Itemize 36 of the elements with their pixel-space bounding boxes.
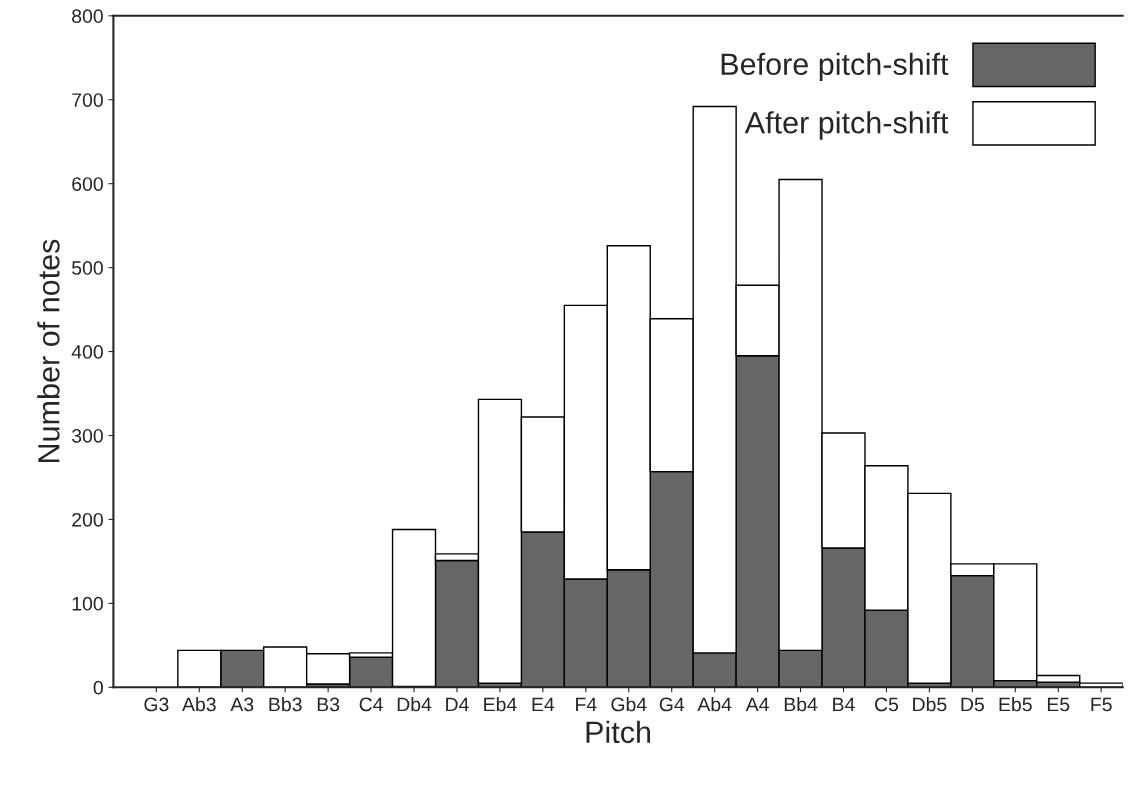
y-tick-label: 400 bbox=[71, 345, 103, 359]
x-axis-title: Pitch bbox=[586, 720, 651, 744]
x-tick-label: Eb4 bbox=[484, 697, 517, 712]
legend-label: Before pitch-shift bbox=[721, 52, 949, 82]
y-tick-label: 0 bbox=[93, 680, 103, 695]
x-tick-label: Bb4 bbox=[784, 697, 818, 712]
y-tick-label: 100 bbox=[72, 596, 103, 611]
x-tick-label: G3 bbox=[144, 697, 169, 712]
x-tick-label: Db5 bbox=[913, 697, 947, 712]
y-tick-label: 200 bbox=[72, 512, 103, 527]
x-tick-label: Db4 bbox=[397, 697, 432, 712]
x-tick-label: F4 bbox=[576, 697, 597, 712]
y-tick-label: 700 bbox=[72, 93, 103, 107]
x-tick-label: E5 bbox=[1047, 697, 1070, 712]
y-tick-label: 800 bbox=[72, 9, 103, 24]
x-tick-label: D4 bbox=[446, 697, 469, 712]
x-tick-label: B4 bbox=[833, 697, 855, 712]
legend-label: After pitch-shift bbox=[744, 111, 949, 140]
x-tick-label: A4 bbox=[745, 697, 769, 712]
x-tick-label: Ab3 bbox=[182, 697, 216, 712]
x-tick-label: G4 bbox=[659, 697, 685, 712]
y-tick-label: 500 bbox=[72, 261, 103, 275]
x-tick-label: C4 bbox=[359, 697, 383, 712]
x-tick-label: D5 bbox=[961, 697, 984, 712]
x-tick-label: Bb3 bbox=[269, 697, 302, 712]
x-tick-label: C5 bbox=[875, 697, 899, 712]
x-tick-label: Eb5 bbox=[999, 697, 1032, 712]
y-axis-title: Number of notes bbox=[37, 239, 60, 462]
x-tick-label: E4 bbox=[532, 697, 555, 712]
y-tick-label: 600 bbox=[72, 177, 103, 191]
x-tick-label: B3 bbox=[317, 697, 340, 712]
x-tick-label: Ab4 bbox=[697, 697, 732, 712]
x-tick-label: A3 bbox=[230, 697, 254, 712]
x-tick-label: Gb4 bbox=[611, 697, 647, 712]
y-tick-label: 300 bbox=[71, 428, 103, 443]
x-tick-label: F5 bbox=[1091, 697, 1112, 712]
